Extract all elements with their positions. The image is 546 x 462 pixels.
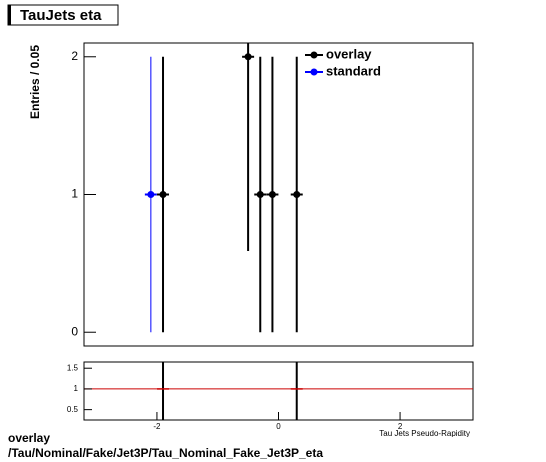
footer-line: overlay: [8, 431, 50, 445]
legend-label: overlay: [326, 46, 372, 61]
data-point: [293, 191, 301, 198]
main-frame: [83, 42, 474, 347]
y-tick-label: 2: [71, 49, 78, 63]
y-tick-label: 1.5: [67, 363, 79, 372]
title-box-edge: [8, 5, 11, 25]
data-point: [244, 53, 252, 61]
data-point: [268, 191, 276, 198]
x-tick-label: -2: [153, 422, 161, 431]
footer-line: /Tau/Nominal/Fake/Jet3P/Tau_Nominal_Fake…: [8, 446, 323, 460]
axes: 0 1 2 overlay standard 0.5 1 1.5 -2 0 2: [67, 46, 403, 431]
legend-label: standard: [326, 63, 381, 78]
y-tick-label: 0.5: [67, 405, 79, 414]
main-plot: [144, 43, 303, 333]
data-point: [159, 191, 167, 198]
data-point: [147, 191, 155, 198]
ratio-frame: [83, 361, 474, 421]
y-tick-label: 0: [71, 324, 78, 338]
y-tick-label: 1: [74, 384, 79, 393]
legend-marker: [310, 68, 318, 76]
x-tick-label: 0: [276, 422, 281, 431]
y-axis-label: Entries / 0.05: [28, 45, 42, 119]
x-axis-label: Tau Jets Pseudo-Rapidity: [379, 429, 470, 438]
y-tick-label: 1: [71, 187, 78, 201]
data-point: [256, 191, 264, 198]
ratio-plot: [84, 362, 473, 420]
legend-marker: [310, 51, 318, 59]
x-tick-label: 2: [398, 422, 403, 431]
chart-title: TauJets eta: [20, 7, 102, 24]
